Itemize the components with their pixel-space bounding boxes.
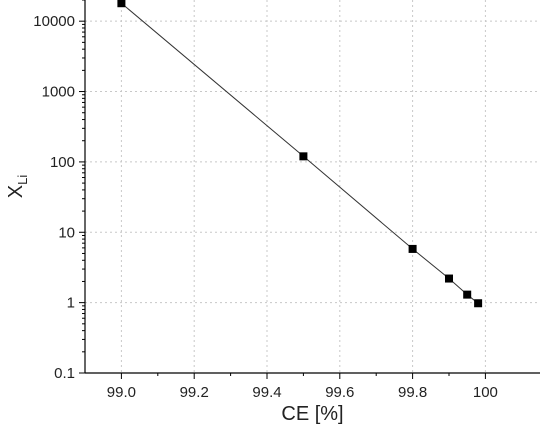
axes xyxy=(84,0,540,374)
data-point-3 xyxy=(445,274,453,283)
tick-marks xyxy=(79,0,486,379)
y-axis-title-subscript: Li xyxy=(15,175,30,185)
tick-labels: 99.0 99.2 99.4 99.6 99.8 100 0.1 1 10 100 1000 1000… xyxy=(33,13,498,401)
data-point-0 xyxy=(117,0,126,8)
y-axis-title-main: X xyxy=(5,185,27,198)
y-tick-label-2: 10 xyxy=(58,224,75,241)
y-tick-label-5: 10000 xyxy=(33,13,75,30)
x-axis-title: CE [%] xyxy=(281,403,343,425)
y-tick-label-0: 0.1 xyxy=(54,365,75,382)
y-tick-label-3: 100 xyxy=(50,154,75,171)
data-point-4 xyxy=(463,290,472,299)
data-point-1 xyxy=(299,152,308,161)
x-tick-label-5: 100 xyxy=(473,384,498,401)
x-tick-label-0: 99.0 xyxy=(107,384,136,401)
x-tick-label-4: 99.8 xyxy=(398,384,427,401)
x-tick-label-3: 99.6 xyxy=(325,384,354,401)
x-tick-label-1: 99.2 xyxy=(180,384,209,401)
data-point-2 xyxy=(408,244,417,253)
y-tick-label-1: 1 xyxy=(67,295,75,312)
x-tick-label-2: 99.4 xyxy=(252,384,281,401)
y-axis-title: XLi xyxy=(5,175,30,199)
data-markers xyxy=(117,0,483,308)
grid xyxy=(85,0,540,374)
y-tick-label-4: 1000 xyxy=(42,84,75,101)
data-point-5 xyxy=(474,299,483,308)
